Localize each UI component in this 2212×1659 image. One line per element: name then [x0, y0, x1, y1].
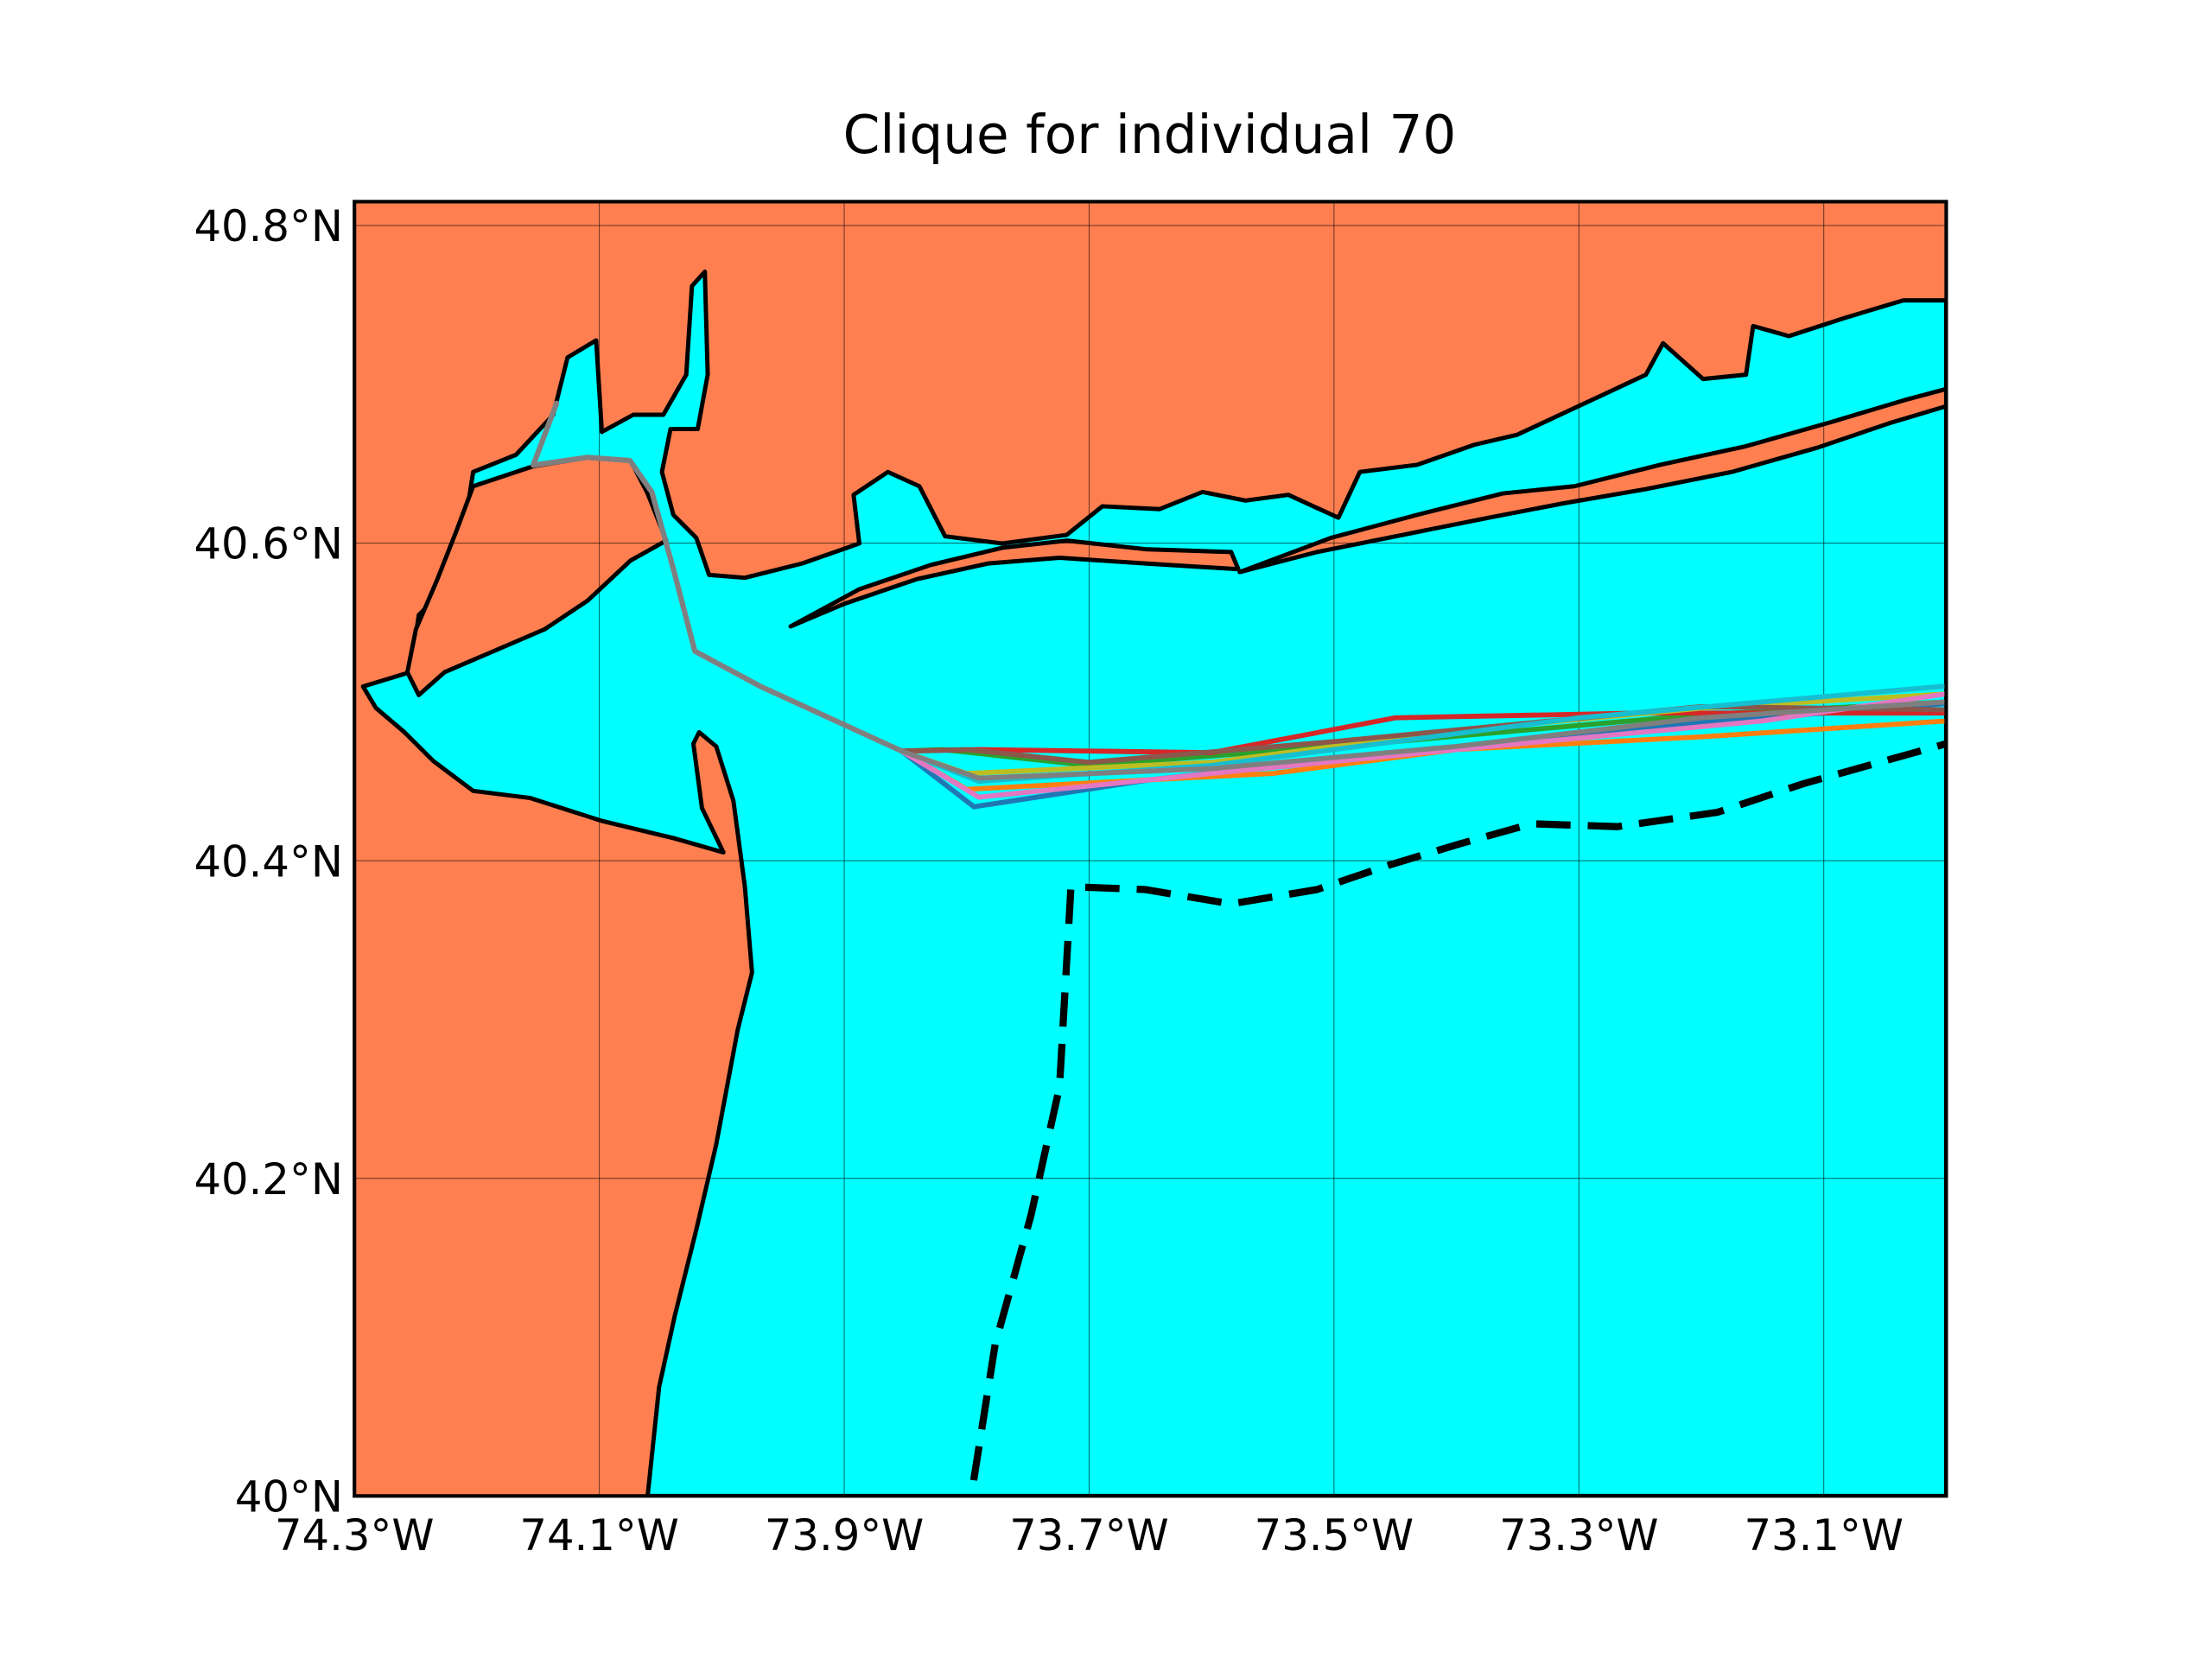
long-beach-barrier	[788, 538, 1241, 629]
grid	[354, 201, 1947, 1497]
x-tick-label: 73.1°W	[1744, 1510, 1903, 1560]
jones-beach-barrier	[1237, 386, 1947, 575]
x-tick-label: 73.7°W	[1009, 1510, 1168, 1560]
x-tick-label: 73.9°W	[765, 1510, 924, 1560]
x-tick-label: 73.3°W	[1499, 1510, 1658, 1560]
y-tick-label: 40°N	[235, 1472, 343, 1522]
tick-labels: 74.3°W 74.1°W 73.9°W 73.7°W 73.5°W 73.3°W 73.1…	[194, 201, 1903, 1560]
y-tick-label: 40.8°N	[194, 201, 342, 251]
x-tick-label: 73.5°W	[1255, 1510, 1414, 1560]
staten-island	[404, 455, 669, 697]
map-title: Clique for individual 70	[843, 105, 1457, 166]
y-tick-label: 40.2°N	[194, 1154, 342, 1205]
y-tick-label: 40.4°N	[194, 836, 342, 887]
plot-area	[354, 201, 1947, 1497]
x-tick-label: 74.1°W	[519, 1510, 678, 1560]
plot-frame	[353, 200, 1948, 1498]
water	[360, 270, 1947, 1497]
y-tick-label: 40.6°N	[194, 519, 342, 569]
x-tick-label: 74.3°W	[275, 1510, 434, 1560]
tracks	[531, 400, 1947, 810]
track	[531, 400, 1947, 781]
shipping-boundary	[969, 740, 1947, 1481]
